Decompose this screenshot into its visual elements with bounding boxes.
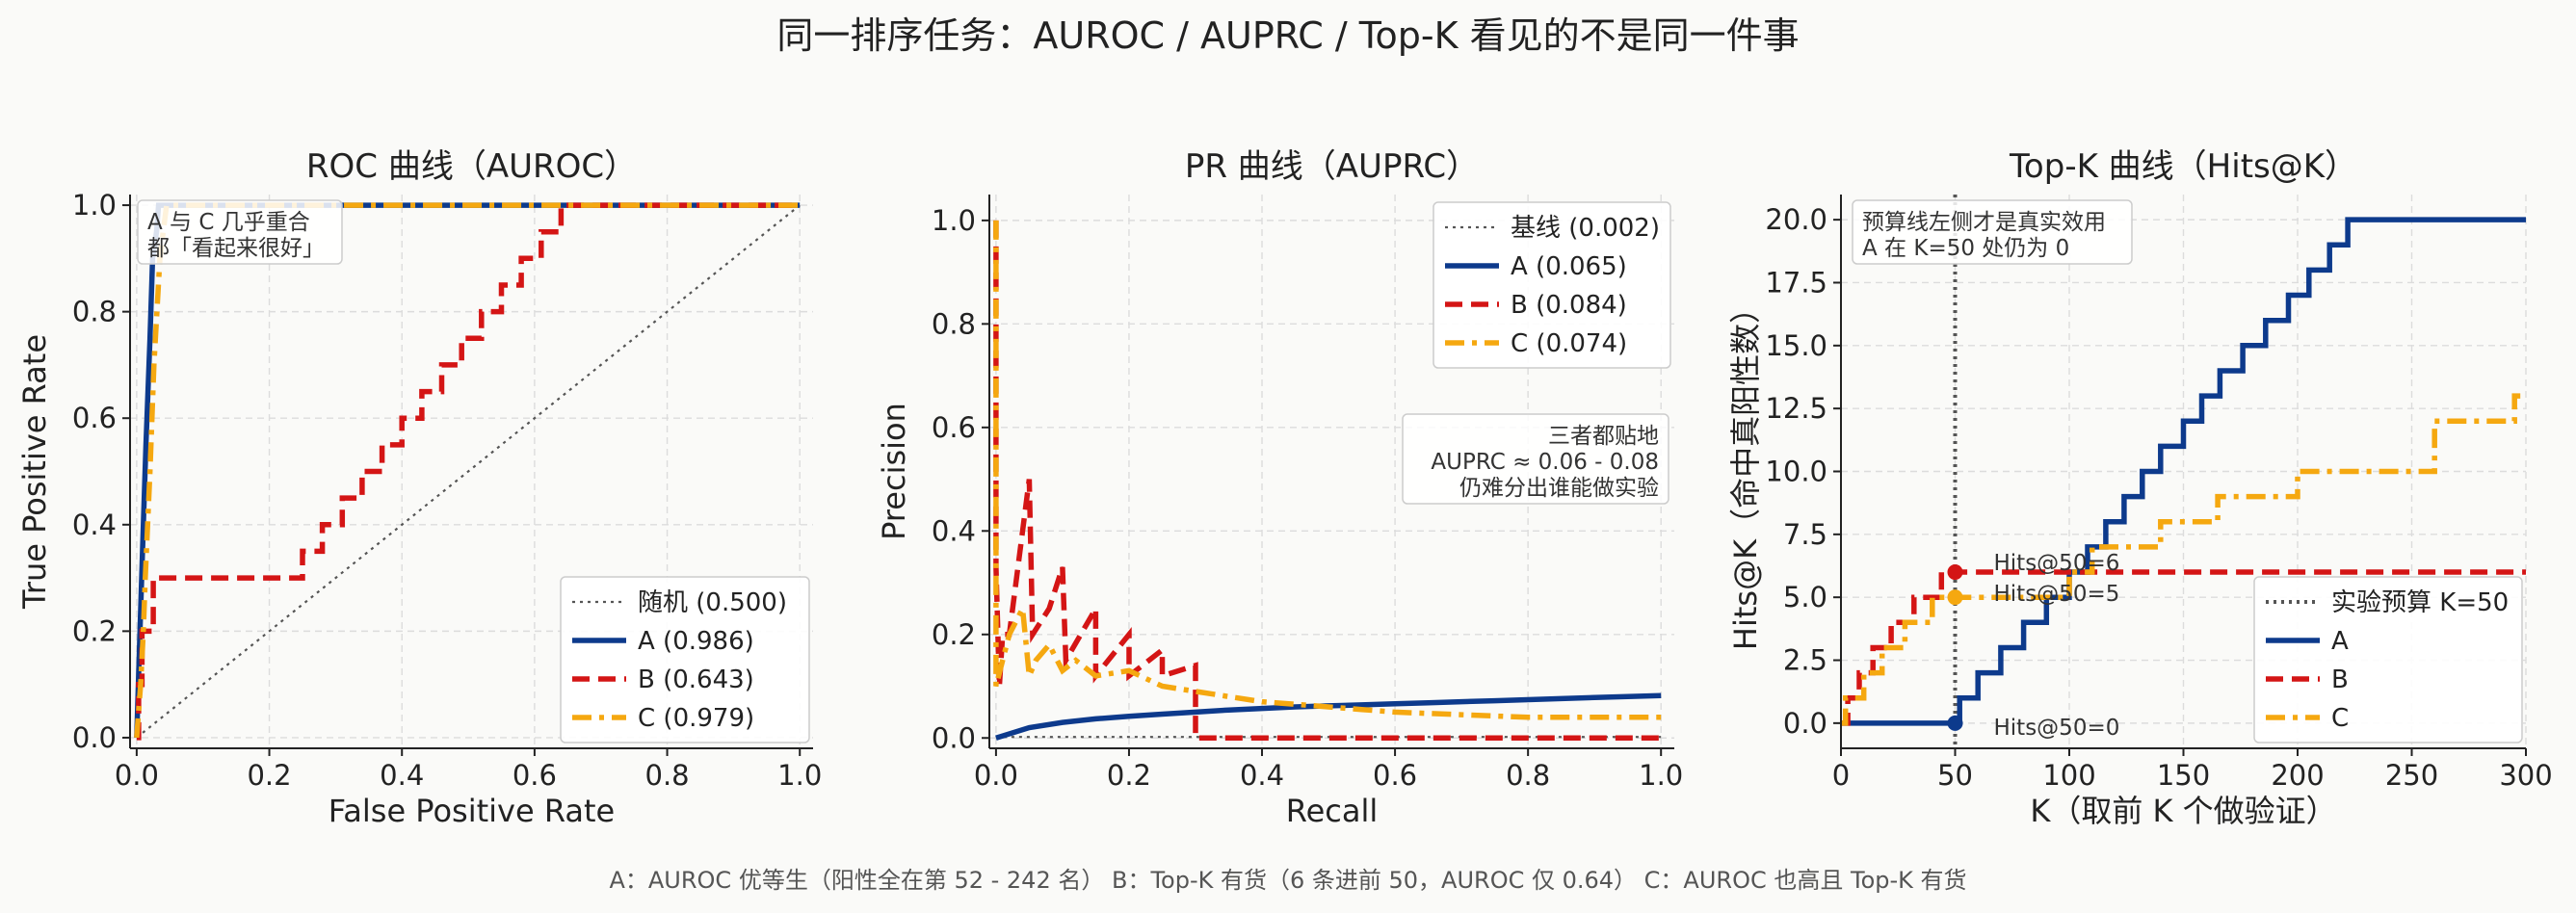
x-tick-label: 0.4 xyxy=(380,759,424,792)
x-tick-label: 0.2 xyxy=(247,759,291,792)
hits-at-50-point xyxy=(1947,564,1963,581)
x-tick-label: 0.8 xyxy=(645,759,690,792)
figure-footer-caption: A：AUROC 优等生（阳性全在第 52 - 242 名） B：Top-K 有货… xyxy=(609,867,1966,894)
series-line-b xyxy=(993,220,1662,742)
series-line-b xyxy=(136,202,801,741)
legend-label: 随机 (0.500) xyxy=(638,588,787,617)
hits-at-50-label: Hits@50=5 xyxy=(1994,582,2120,607)
annotation-text: 仍难分出谁能做实验 xyxy=(1459,476,1659,501)
x-tick-label: 0.6 xyxy=(513,759,557,792)
legend-label: B (0.643) xyxy=(638,665,754,694)
legend-label: C xyxy=(2331,704,2349,733)
panel-title: PR 曲线（AUPRC） xyxy=(1185,147,1479,186)
x-tick-label: 250 xyxy=(2385,759,2438,792)
x-tick-label: 0 xyxy=(1832,759,1850,792)
y-axis-label: True Positive Rate xyxy=(16,334,53,610)
x-axis-label: K（取前 K 个做验证） xyxy=(2030,793,2336,829)
legend-label: A xyxy=(2331,627,2349,656)
x-tick-label: 1.0 xyxy=(777,759,822,792)
x-tick-label: 0.0 xyxy=(115,759,159,792)
panel-title: ROC 曲线（AUROC） xyxy=(306,147,637,186)
hits-at-50-label: Hits@50=0 xyxy=(1994,716,2120,741)
annotation-box xyxy=(1852,199,2133,265)
annotation-text: AUPRC ≈ 0.06 - 0.08 xyxy=(1431,450,1659,475)
annotation-text: 预算线左侧才是真实效用 xyxy=(1862,210,2106,235)
y-tick-label: 0.6 xyxy=(932,411,976,444)
y-tick-label: 15.0 xyxy=(1765,329,1827,362)
x-axis-label: False Positive Rate xyxy=(329,793,615,829)
x-tick-label: 100 xyxy=(2042,759,2095,792)
legend-label: 基线 (0.002) xyxy=(1511,214,1660,243)
x-tick-label: 0.8 xyxy=(1506,759,1550,792)
legend-label: 实验预算 K=50 xyxy=(2331,588,2509,617)
x-tick-label: 0.0 xyxy=(974,759,1018,792)
series-line-b xyxy=(1841,569,2526,726)
x-tick-label: 0.4 xyxy=(1240,759,1284,792)
y-axis-label: Precision xyxy=(876,403,912,540)
y-tick-label: 12.5 xyxy=(1765,392,1827,425)
topk-panel: Top-K 曲线（Hits@K） K（取前 K 个做验证） Hits@K（命中真阳性… xyxy=(1727,147,2553,829)
x-tick-label: 50 xyxy=(1937,759,1973,792)
y-tick-label: 0.0 xyxy=(72,721,117,754)
y-tick-label: 0.8 xyxy=(932,307,976,340)
hits-at-50-point xyxy=(1947,589,1963,606)
y-tick-label: 0.8 xyxy=(72,296,117,328)
y-tick-label: 20.0 xyxy=(1765,203,1827,236)
annotation-box xyxy=(137,199,343,265)
x-tick-label: 300 xyxy=(2499,759,2552,792)
y-tick-label: 0.6 xyxy=(72,402,117,434)
y-tick-label: 0.0 xyxy=(932,721,976,754)
series-line-ref xyxy=(136,204,801,739)
legend-label: C (0.979) xyxy=(638,704,754,733)
legend-box xyxy=(2253,576,2523,743)
legend-label: B (0.084) xyxy=(1511,291,1627,320)
series-line-c xyxy=(993,220,1662,720)
y-tick-label: 7.5 xyxy=(1783,518,1827,551)
pr-panel: PR 曲线（AUPRC） Recall Precision 0.0 0.2 0.4 0.6 0… xyxy=(876,147,1683,829)
legend-label: C (0.074) xyxy=(1511,329,1627,358)
y-tick-label: 0.4 xyxy=(932,514,976,547)
annotation-text: 三者都贴地 xyxy=(1548,424,1659,449)
y-tick-label: 1.0 xyxy=(932,204,976,237)
panel-title: Top-K 曲线（Hits@K） xyxy=(2009,147,2357,186)
y-tick-label: 2.5 xyxy=(1783,644,1827,677)
y-tick-label: 0.2 xyxy=(72,614,117,647)
hits-at-50-point xyxy=(1947,715,1963,731)
annotation-text: A 在 K=50 处仍为 0 xyxy=(1862,236,2069,261)
y-tick-label: 10.0 xyxy=(1765,456,1827,488)
series-line-a xyxy=(1841,217,2526,726)
y-tick-label: 0.2 xyxy=(932,618,976,651)
annotation-text: 都「看起来很好」 xyxy=(147,236,325,261)
y-axis-label: Hits@K（命中真阳性数） xyxy=(1727,293,1764,650)
x-tick-label: 1.0 xyxy=(1639,759,1683,792)
legend-box xyxy=(560,576,810,743)
y-tick-label: 5.0 xyxy=(1783,581,1827,613)
hits-at-50-label: Hits@50=6 xyxy=(1994,551,2120,576)
legend-label: A (0.986) xyxy=(638,627,754,656)
roc-panel: ROC 曲线（AUROC） False Positive Rate True Pos… xyxy=(16,147,822,829)
x-tick-label: 200 xyxy=(2271,759,2324,792)
y-tick-label: 0.0 xyxy=(1783,707,1827,740)
x-axis-label: Recall xyxy=(1286,793,1378,829)
annotation-text: A 与 C 几乎重合 xyxy=(147,210,310,235)
legend-box xyxy=(1433,201,1671,369)
y-tick-label: 17.5 xyxy=(1765,266,1827,299)
x-tick-label: 0.6 xyxy=(1373,759,1417,792)
y-tick-label: 1.0 xyxy=(72,189,117,222)
figure-title: 同一排序任务：AUROC / AUPRC / Top-K 看见的不是同一件事 xyxy=(776,14,1799,57)
y-tick-label: 0.4 xyxy=(72,509,117,541)
legend-label: A (0.065) xyxy=(1511,252,1627,281)
legend-label: B xyxy=(2331,665,2349,694)
x-tick-label: 0.2 xyxy=(1107,759,1151,792)
annotation-box xyxy=(1402,413,1669,505)
x-tick-label: 150 xyxy=(2157,759,2210,792)
